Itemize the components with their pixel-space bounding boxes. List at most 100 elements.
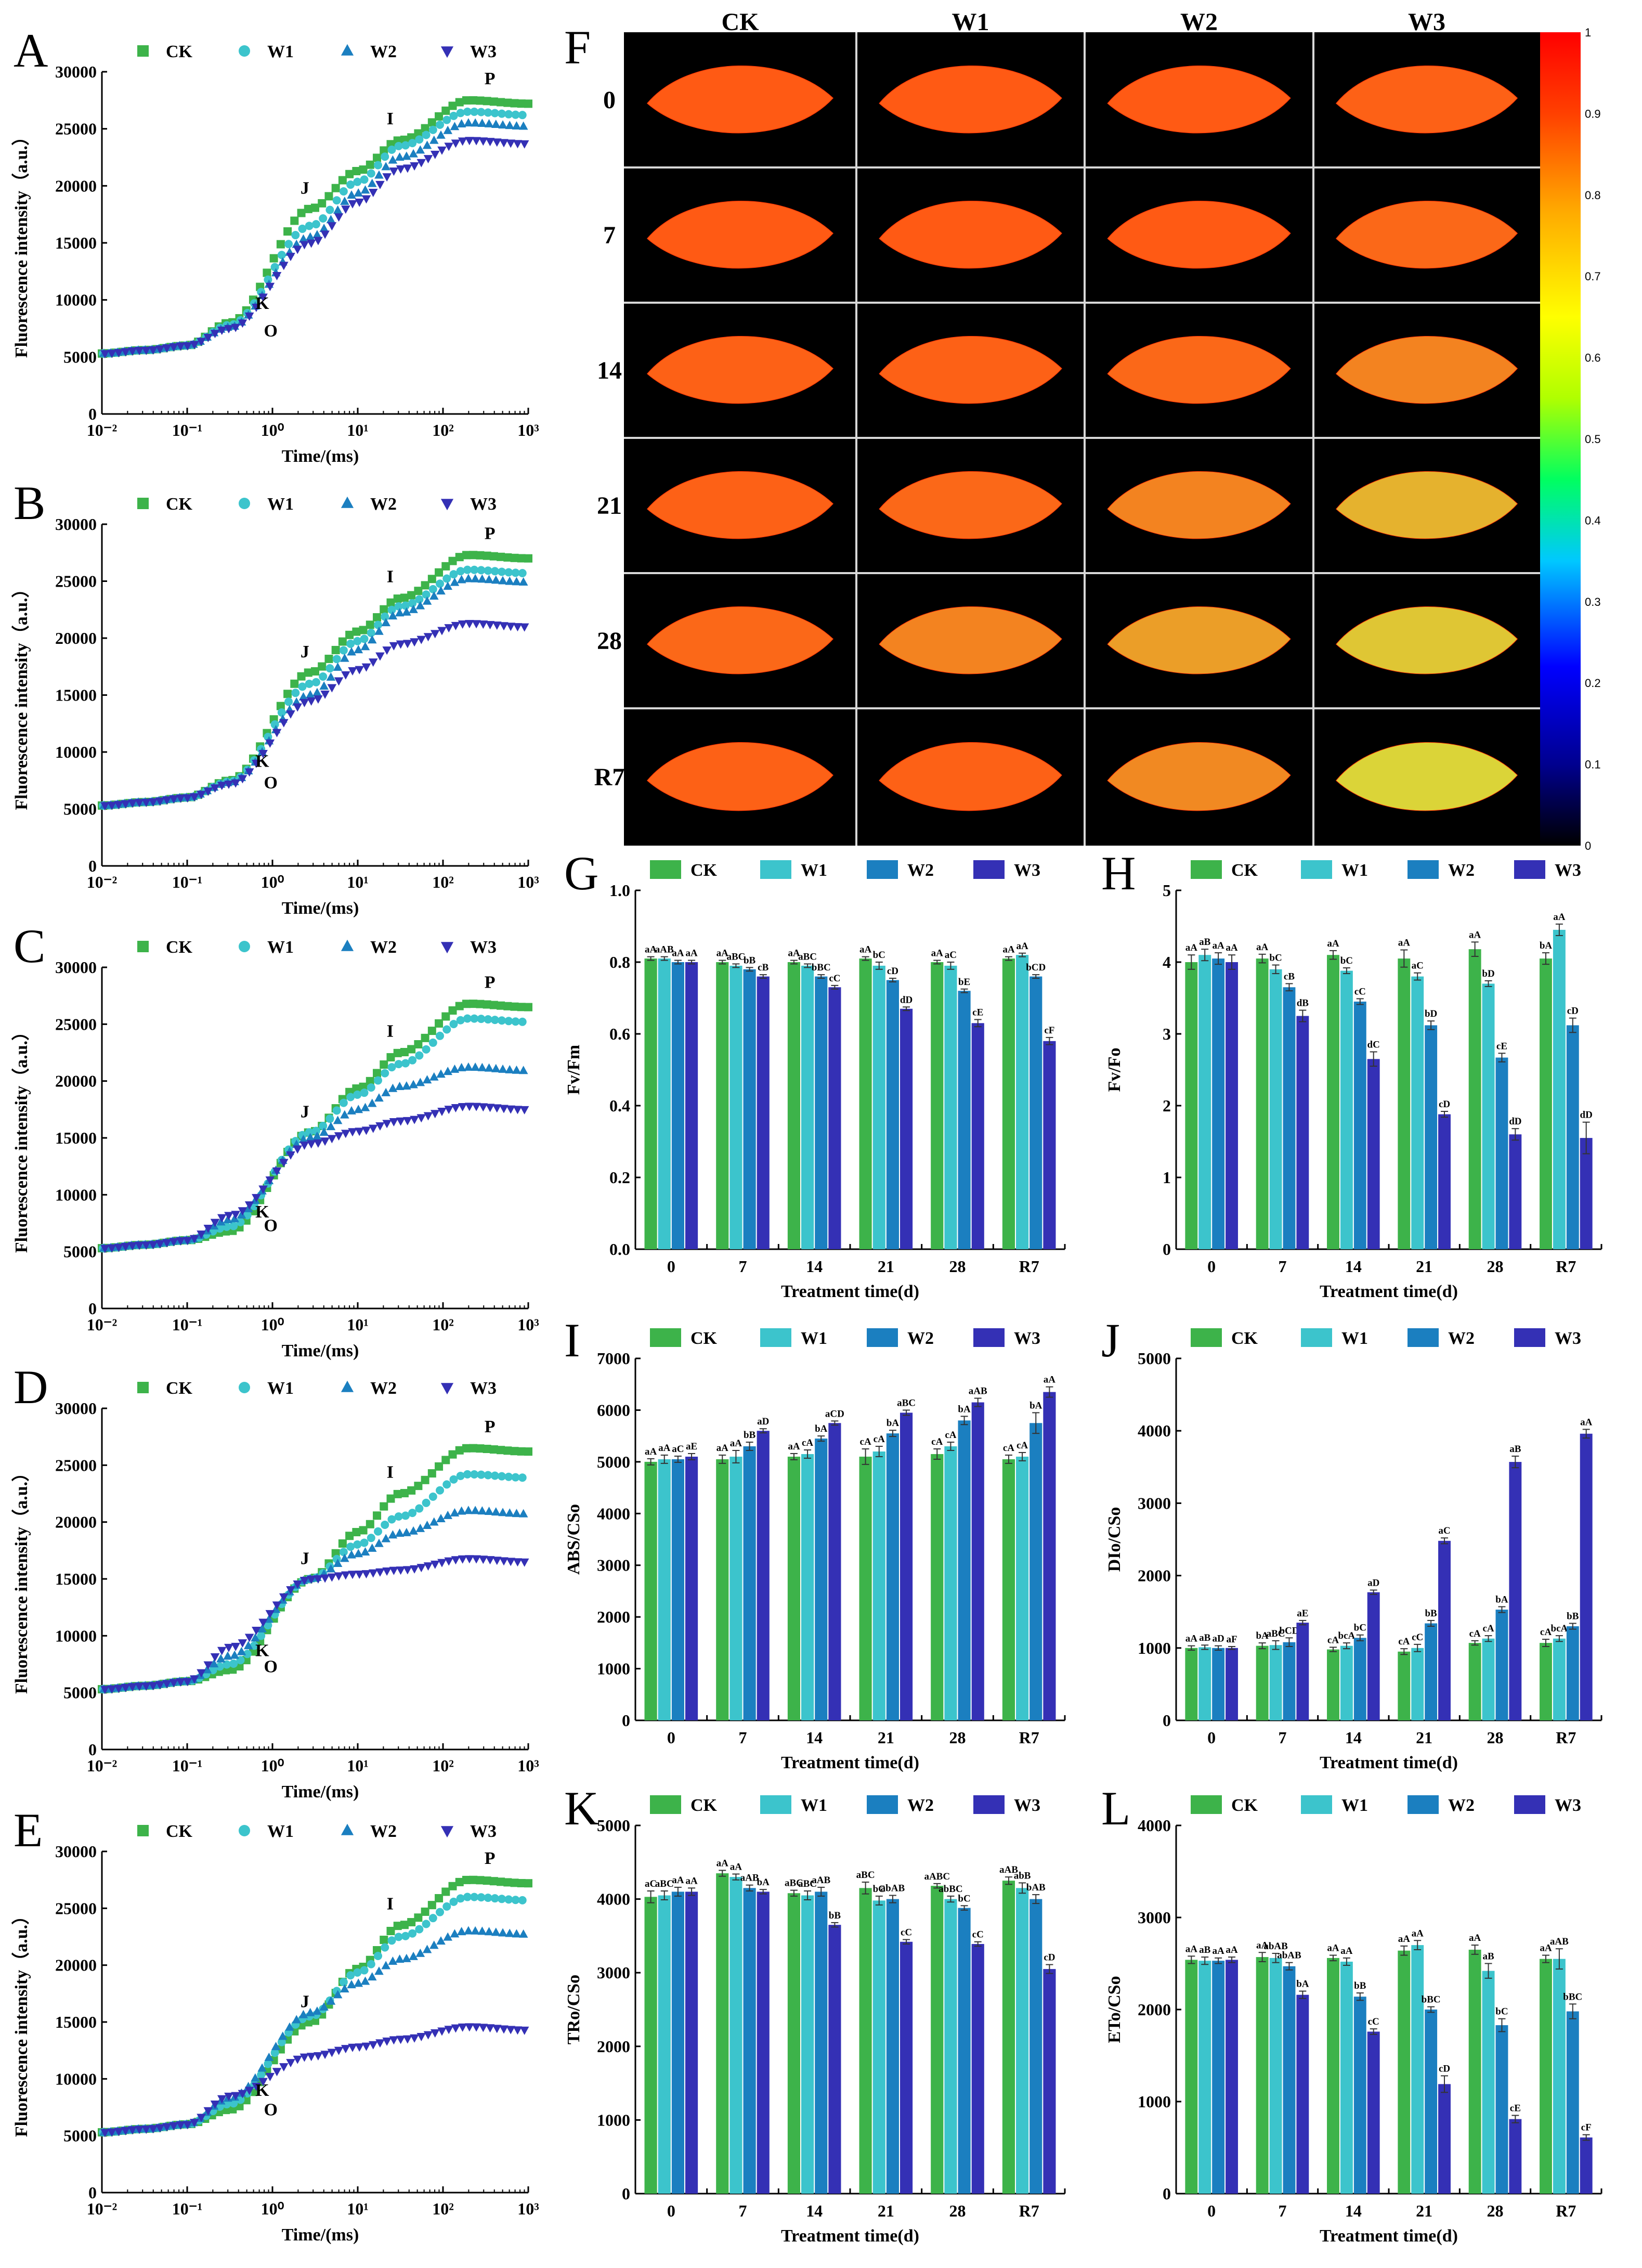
data-point <box>504 1472 513 1481</box>
bar-w3 <box>1580 2137 1593 2194</box>
legend-label-w1: W1 <box>801 1329 827 1348</box>
bar-w3 <box>1043 1392 1056 1720</box>
data-point <box>422 1045 431 1054</box>
data-point <box>517 1447 526 1456</box>
data-point <box>169 343 178 352</box>
data-point <box>100 802 110 811</box>
data-point <box>462 1875 471 1884</box>
y-tick-label: 0.4 <box>609 1096 630 1115</box>
data-point <box>265 1176 275 1185</box>
data-point <box>478 1103 488 1112</box>
data-point <box>441 562 450 571</box>
bar-w1 <box>872 1451 885 1720</box>
ojip-panel-D: D 0 5000 10000 15000 20000 25000 30000 10⁻² 10⁻¹ 1… <box>11 1360 539 1802</box>
data-point <box>203 333 213 342</box>
y-tick-label: 25000 <box>55 1456 97 1474</box>
data-point <box>456 1471 465 1480</box>
data-point <box>513 140 523 149</box>
data-point <box>320 1574 330 1583</box>
data-point <box>505 576 515 585</box>
data-point <box>352 167 361 176</box>
data-point <box>338 637 347 646</box>
y-axis-label: DIo/CSo <box>1105 1507 1124 1572</box>
y-tick-label: 2 <box>1163 1096 1171 1115</box>
data-point <box>401 601 410 610</box>
data-point <box>415 1504 424 1513</box>
legend-swatch-w2 <box>1408 1795 1439 1814</box>
leaf-image <box>1335 335 1518 404</box>
significance-label: aA <box>931 948 944 959</box>
data-point <box>401 1932 410 1940</box>
leaf-image <box>1107 200 1291 269</box>
data-point <box>215 1662 224 1671</box>
data-point <box>305 1128 314 1137</box>
bar-w1 <box>1016 1456 1029 1720</box>
x-tick-label: R7 <box>1019 1257 1039 1276</box>
significance-label: aA <box>672 948 684 959</box>
bar-w3 <box>1296 1016 1309 1249</box>
data-point <box>224 325 233 334</box>
data-point <box>513 1106 523 1114</box>
data-point <box>484 1015 492 1024</box>
data-point <box>374 1966 384 1975</box>
data-point <box>360 1103 370 1111</box>
data-point <box>510 99 519 108</box>
data-point <box>484 1506 494 1515</box>
data-point <box>148 2125 158 2134</box>
bar-ck <box>1256 1957 1269 2194</box>
legend-marker-w2 <box>341 1823 354 1835</box>
data-point <box>169 795 178 804</box>
data-point <box>183 1237 192 1246</box>
data-point <box>238 1639 247 1648</box>
y-tick-label: 0 <box>622 1711 630 1730</box>
bar-w3 <box>757 1891 770 2194</box>
data-point <box>346 1971 355 1980</box>
data-point <box>484 119 494 127</box>
data-point <box>264 2052 274 2061</box>
data-point <box>128 2126 137 2135</box>
data-point <box>387 145 396 154</box>
significance-label: aBC <box>798 951 817 962</box>
significance-label: cA <box>1017 1440 1028 1451</box>
data-point <box>299 2053 309 2062</box>
data-point <box>293 2055 303 2064</box>
data-point <box>429 1940 439 1949</box>
data-point <box>298 234 308 243</box>
panel-label: E <box>14 1804 43 1857</box>
data-point <box>286 2059 295 2068</box>
legend-swatch-ck <box>650 1328 681 1347</box>
data-point <box>394 141 403 150</box>
data-point <box>423 155 433 164</box>
y-tick-label: 20000 <box>55 1513 97 1532</box>
data-point <box>505 1928 515 1937</box>
bar-w2 <box>1029 976 1042 1249</box>
data-point <box>428 1914 437 1923</box>
data-point <box>293 703 303 712</box>
bar-w1 <box>1198 1961 1211 2194</box>
data-point <box>334 1572 344 1581</box>
data-point <box>332 196 341 205</box>
data-point <box>455 1446 464 1455</box>
x-tick-label: 10¹ <box>347 421 369 439</box>
legend-label-w1: W1 <box>267 495 294 514</box>
data-point <box>244 1634 254 1642</box>
legend-marker-w2 <box>341 1380 354 1392</box>
bar-w2 <box>743 1446 756 1720</box>
bar-ck <box>716 1459 729 1720</box>
significance-label: aC <box>1438 1525 1450 1536</box>
annotation-p: P <box>485 973 496 992</box>
data-point <box>348 200 357 209</box>
x-tick-label: 21 <box>1416 1257 1432 1276</box>
significance-label: cC <box>1412 1632 1423 1643</box>
significance-label: aA <box>1226 942 1238 953</box>
data-point <box>339 646 348 655</box>
significance-label: bA <box>757 1877 770 1888</box>
data-point <box>441 1456 450 1465</box>
data-point <box>415 135 424 144</box>
data-point <box>269 254 278 263</box>
legend-label-w3: W3 <box>470 1822 497 1841</box>
bar-w3 <box>1509 1462 1522 1720</box>
legend-marker-ck <box>137 1382 149 1393</box>
significance-label: abB <box>1014 1870 1031 1881</box>
data-point <box>197 1230 206 1239</box>
